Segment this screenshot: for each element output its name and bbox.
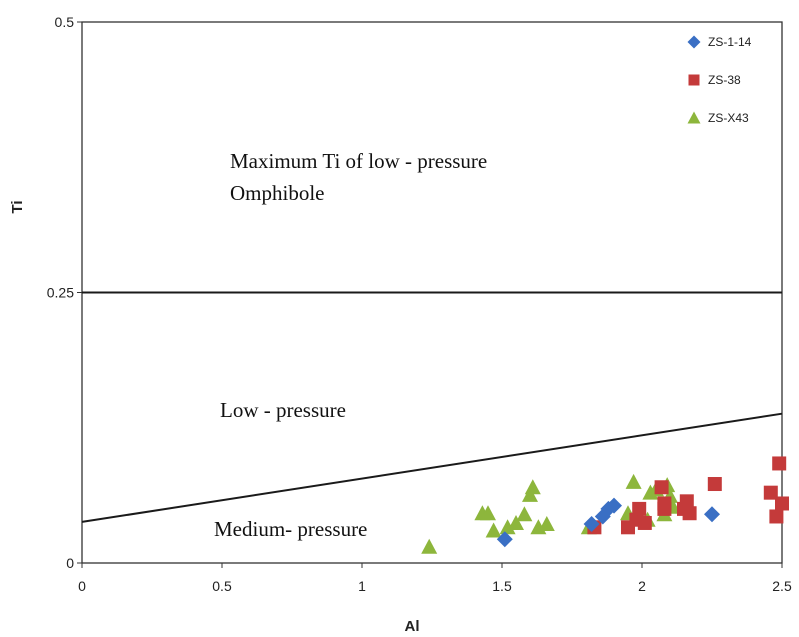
data-point-square — [769, 509, 784, 524]
data-point-square — [763, 485, 778, 500]
x-axis: 0 0.5 1 1.5 2 2.5 — [78, 563, 792, 594]
x-tick-label: 2 — [638, 578, 646, 594]
data-point-triangle — [499, 519, 516, 535]
data-point-square — [679, 494, 694, 509]
data-point-square — [637, 515, 652, 530]
legend-label: ZS-1-14 — [708, 35, 752, 49]
region-label-top-line2: Omphibole — [230, 181, 325, 205]
region-label-top-line1: Maximum Ti of low - pressure — [230, 149, 487, 173]
data-point-triangle — [480, 505, 496, 521]
y-tick-label: 0.25 — [47, 285, 74, 301]
data-point-triangle — [524, 479, 541, 495]
y-axis: 0 0.25 0.5 — [47, 14, 82, 571]
data-point-triangle — [625, 473, 642, 489]
region-label-low-pressure: Low - pressure — [220, 398, 346, 422]
data-point-triangle — [538, 516, 555, 532]
legend: ZS-1-14 ZS-38 ZS-X43 — [687, 35, 752, 125]
x-tick-label: 2.5 — [772, 578, 792, 594]
data-point-triangle — [508, 514, 524, 530]
x-tick-label: 1 — [358, 578, 366, 594]
data-point-diamond — [704, 506, 720, 523]
data-point-diamond — [583, 516, 600, 533]
data-point-triangle — [522, 486, 538, 502]
data-point-square — [772, 456, 787, 471]
series-ZS-38 — [587, 456, 789, 535]
region-labels: Maximum Ti of low - pressure Omphibole L… — [214, 149, 487, 541]
legend-marker-triangle — [687, 111, 701, 124]
boundary-lines — [81, 291, 783, 523]
data-point-square — [654, 480, 669, 495]
data-points — [421, 456, 789, 554]
data-point-square — [707, 477, 722, 492]
boundary-line-2 — [81, 412, 783, 523]
legend-label: ZS-38 — [708, 73, 741, 87]
data-point-triangle — [485, 522, 502, 538]
y-axis-title: Ti — [9, 200, 26, 213]
region-label-medium-pressure: Medium- pressure — [214, 517, 367, 541]
x-tick-label: 1.5 — [492, 578, 512, 594]
x-axis-title: Al — [405, 618, 420, 635]
data-point-square — [775, 496, 789, 511]
legend-marker-square — [688, 74, 700, 86]
legend-label: ZS-X43 — [708, 111, 749, 125]
legend-marker-diamond — [687, 35, 701, 49]
y-tick-label: 0.5 — [55, 14, 75, 30]
y-tick-label: 0 — [66, 555, 74, 571]
data-point-diamond — [496, 531, 513, 548]
data-point-diamond — [606, 497, 622, 514]
data-point-square — [632, 501, 647, 516]
data-point-triangle — [421, 538, 438, 554]
data-point-triangle — [516, 506, 533, 522]
x-tick-label: 0.5 — [212, 578, 232, 594]
data-point-square — [682, 506, 697, 521]
x-tick-label: 0 — [78, 578, 86, 594]
data-point-square — [657, 501, 672, 516]
series-ZS-1-14 — [496, 497, 720, 548]
